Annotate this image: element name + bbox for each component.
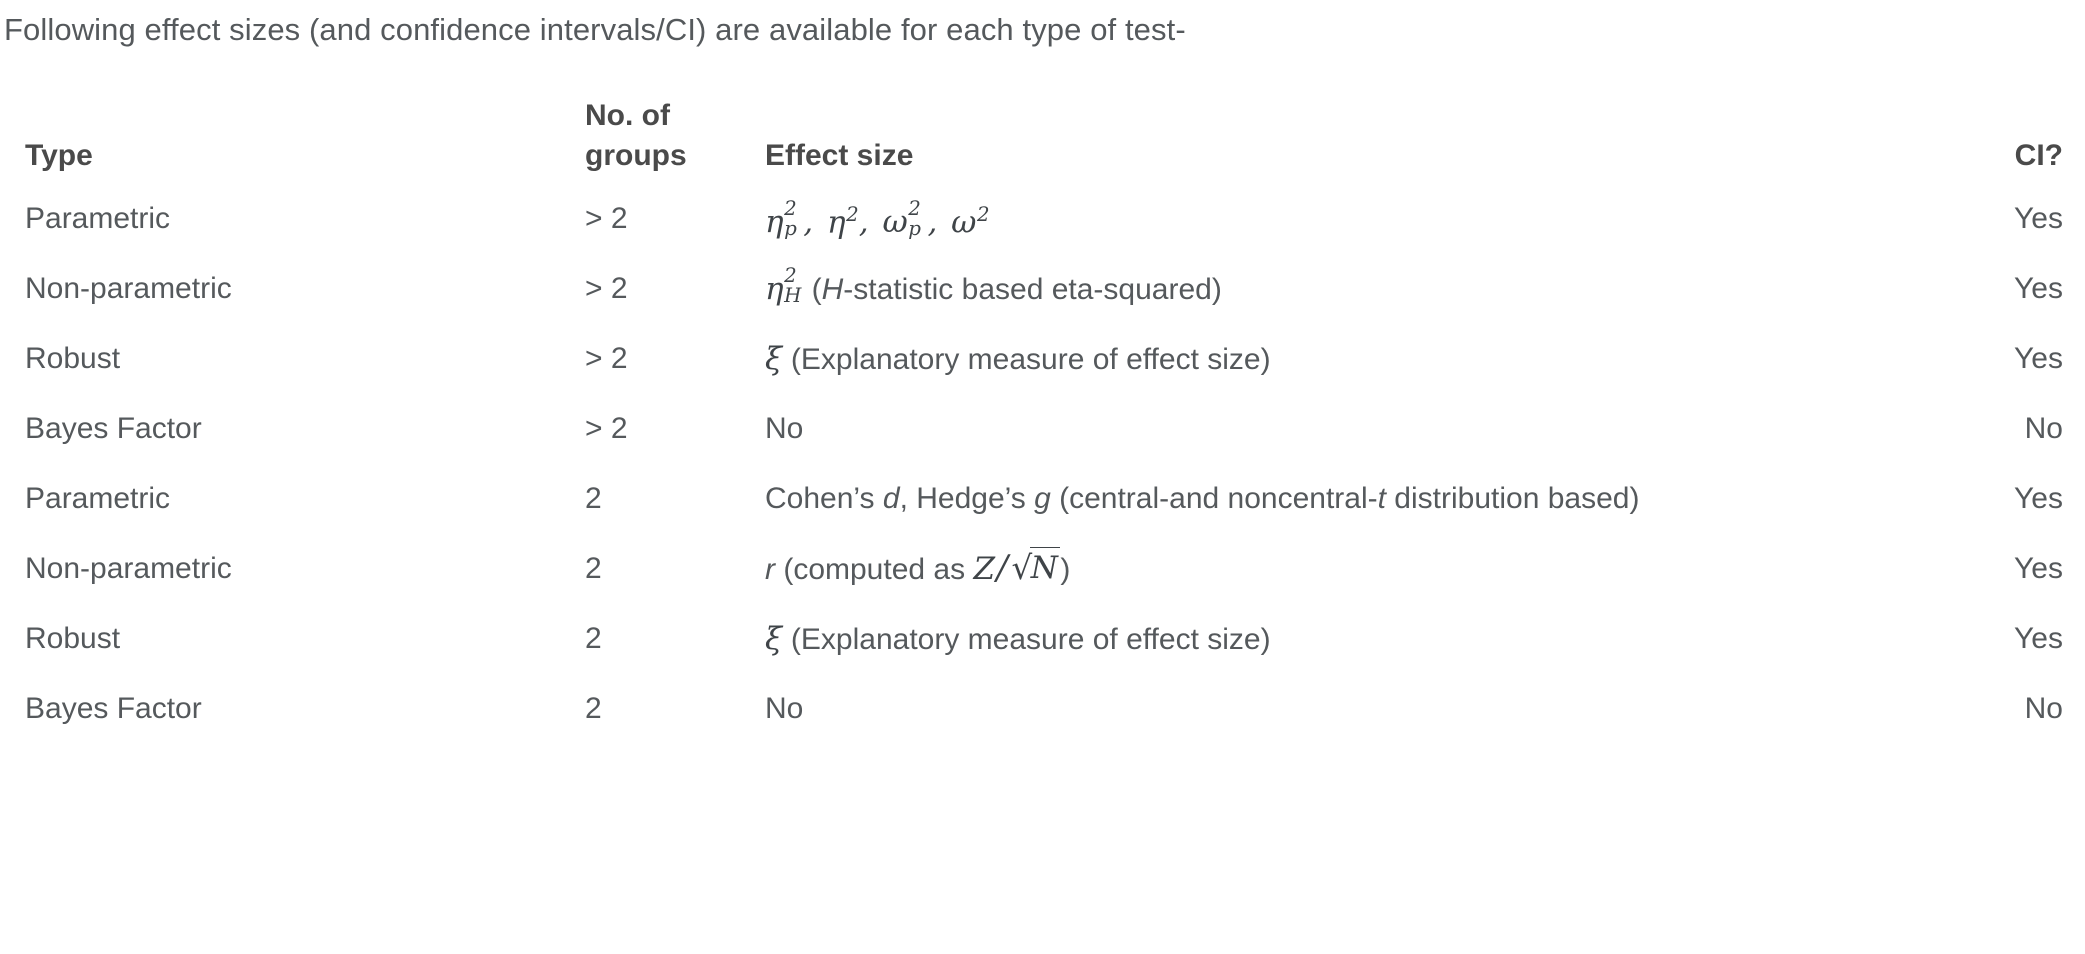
text-cohens: Cohen’s (765, 482, 883, 515)
math-sup-2: 2 (908, 196, 922, 220)
italic-g: g (1034, 482, 1051, 515)
cell-groups: 2 (585, 622, 602, 655)
cell-type: Bayes Factor (25, 412, 202, 445)
math-eta: η (827, 204, 847, 241)
column-header-type: Type (25, 139, 93, 172)
cell-type: Parametric (25, 482, 171, 515)
cell-ci-status: Yes (2014, 342, 2063, 375)
text-computed-as: (computed as (775, 553, 974, 586)
cell-effect-size: r (computed as Z/√N) (745, 534, 2000, 604)
cell-ci-status: No (2024, 692, 2063, 725)
cell-ci-status: Yes (2014, 482, 2063, 515)
cell-type: Robust (25, 622, 121, 655)
table-row: Bayes Factor > 2 No No (0, 394, 2085, 464)
math-sup-2: 2 (976, 202, 990, 226)
cohen-hedge-expression: Cohen’s d, Hedge’s g (central-and noncen… (765, 482, 1639, 515)
math-eta: η (765, 271, 785, 307)
cell-effect-size: No (765, 412, 804, 445)
math-eta: η (765, 204, 785, 241)
effect-note-rest: -statistic based eta-squared) (843, 273, 1222, 306)
text-central-noncentral: (central-and noncentral- (1050, 482, 1378, 515)
math-sub-p: p (784, 217, 798, 241)
math-sqrt: √N (1009, 547, 1061, 589)
math-sup-2: 2 (784, 263, 798, 287)
cell-groups: > 2 (585, 202, 628, 235)
effect-note-text: (Explanatory measure of effect size) (790, 622, 1271, 656)
intro-paragraph: Following effect sizes (and confidence i… (4, 12, 1186, 47)
math-z-over-sqrt-n: Z/√N (973, 547, 1061, 589)
effect-size-note: (Explanatory measure of effect size) (783, 343, 1271, 376)
effect-size-note: (H-statistic based eta-squared) (803, 273, 1222, 306)
effect-note-text: (Explanatory measure of effect size) (790, 342, 1271, 376)
cell-groups: 2 (585, 482, 602, 515)
cell-type: Non-parametric (25, 552, 232, 585)
italic-r: r (765, 553, 775, 586)
table-row: Robust > 2 ξ (Explanatory measure of eff… (0, 324, 2085, 394)
cell-type: Non-parametric (25, 272, 232, 305)
cell-effect-size: ξ (Explanatory measure of effect size) (745, 604, 2000, 674)
math-sup-2: 2 (784, 196, 798, 220)
math-comma: , (803, 204, 814, 241)
cell-ci-status: Yes (2014, 552, 2063, 585)
radical-sign: √ (1011, 549, 1033, 587)
cell-groups: > 2 (585, 272, 628, 305)
column-header-effect-size: Effect size (765, 139, 914, 172)
effect-size-note: (Explanatory measure of effect size) (783, 623, 1271, 656)
cell-type: Robust (25, 342, 121, 375)
math-sub-h: H (784, 284, 802, 308)
math-comma: , (858, 204, 870, 241)
cell-ci-status: Yes (2014, 272, 2063, 305)
table-header-row: Type No. of groups Effect size CI? (0, 96, 2085, 184)
table-row: Robust 2 ξ (Explanatory measure of effec… (0, 604, 2085, 674)
cell-ci-status: Yes (2014, 622, 2063, 655)
math-comma: , (927, 204, 938, 241)
cell-groups: > 2 (585, 412, 628, 445)
cell-groups: 2 (585, 552, 602, 585)
column-header-no-of-groups: No. of groups (585, 99, 687, 172)
math-sup-2: 2 (846, 202, 859, 226)
text-distribution-based: distribution based) (1385, 482, 1640, 515)
cell-groups: > 2 (585, 342, 628, 375)
math-xi-symbol: ξ (765, 620, 783, 657)
math-n: N (1029, 547, 1061, 588)
math-omega: ω (882, 204, 909, 241)
cell-ci-status: Yes (2014, 202, 2063, 235)
text-hedges: , Hedge’s (899, 482, 1035, 515)
table-row: Non-parametric 2 r (computed as Z/√N) Ye… (0, 534, 2085, 604)
italic-d: d (882, 482, 900, 515)
math-slash: / (996, 548, 1009, 588)
cell-groups: 2 (585, 692, 602, 725)
math-z: Z (973, 551, 996, 587)
italic-t: t (1377, 482, 1386, 515)
column-header-ci: CI? (2014, 139, 2063, 172)
table-row: Bayes Factor 2 No No (0, 674, 2085, 744)
math-omega: ω (951, 204, 977, 241)
math-sub-p: p (908, 217, 922, 241)
math-xi-symbol: ξ (765, 340, 783, 377)
effect-sizes-table: Type No. of groups Effect size CI? Param… (0, 96, 2085, 744)
text-close-paren: ) (1060, 553, 1071, 586)
cell-effect-size: ξ (Explanatory measure of effect size) (745, 324, 2000, 394)
r-computed-expression: r (computed as (765, 553, 973, 586)
cell-ci-status: No (2024, 412, 2063, 445)
cell-type: Parametric (25, 202, 171, 235)
cell-type: Bayes Factor (25, 692, 202, 725)
cell-effect-size: Cohen’s d, Hedge’s g (central-and noncen… (745, 464, 2000, 534)
cell-effect-size: No (765, 692, 804, 725)
italic-h: H (821, 273, 844, 306)
table-row: Parametric 2 Cohen’s d, Hedge’s g (centr… (0, 464, 2085, 534)
